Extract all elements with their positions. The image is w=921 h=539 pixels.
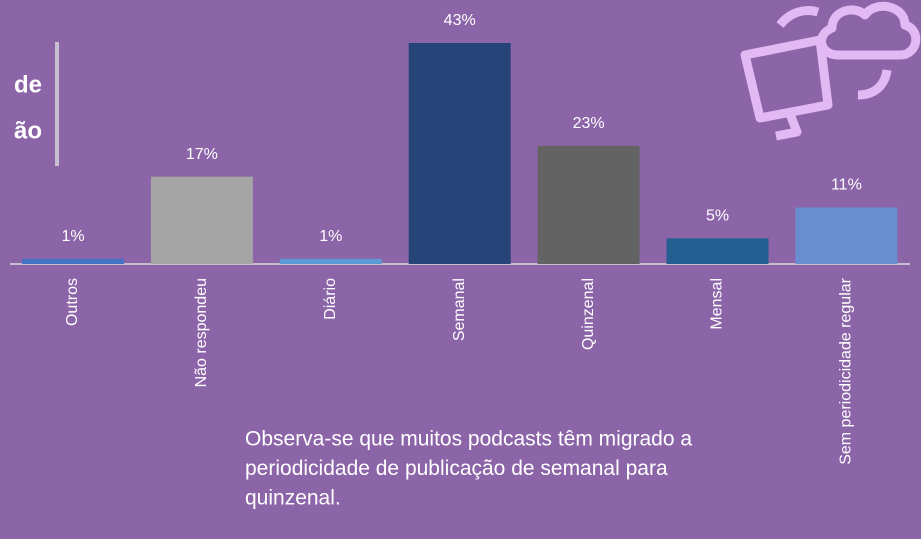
cloud-icon xyxy=(817,1,921,60)
arrow-icon xyxy=(857,69,892,100)
monitor-icon xyxy=(740,35,833,123)
data-label: 17% xyxy=(186,146,218,163)
x-tick-label: Sem periodicidade regular xyxy=(838,277,855,464)
data-label: 23% xyxy=(573,115,605,132)
note: Observa-se que muitos podcasts têm migra… xyxy=(245,428,692,451)
bar xyxy=(666,238,769,264)
bar xyxy=(408,43,511,264)
x-tick-label: Diário xyxy=(322,278,339,320)
bar xyxy=(537,145,640,264)
x-tick-label: Outros xyxy=(64,278,81,326)
data-label: 1% xyxy=(319,228,342,245)
x-tick-label: Não respondeu xyxy=(193,278,210,387)
data-label: 5% xyxy=(706,208,729,225)
x-tick-label: Mensal xyxy=(709,278,726,330)
data-label: 43% xyxy=(444,12,476,29)
note: periodicidade de publicação de semanal p… xyxy=(245,457,668,480)
x-tick-label: Semanal xyxy=(451,278,468,341)
note: quinzenal. xyxy=(245,487,341,510)
title-fragment: ão xyxy=(14,117,42,144)
data-label: 11% xyxy=(831,177,862,194)
data-label: 1% xyxy=(61,228,84,245)
monitor-stand xyxy=(775,112,802,141)
bar xyxy=(150,176,253,264)
arrow-icon xyxy=(776,6,820,28)
icon xyxy=(740,1,921,141)
title-fragment: de xyxy=(14,71,42,98)
bar xyxy=(279,258,382,264)
x-tick-label: Quinzenal xyxy=(580,278,597,350)
bar xyxy=(22,258,124,264)
bar xyxy=(795,207,898,264)
